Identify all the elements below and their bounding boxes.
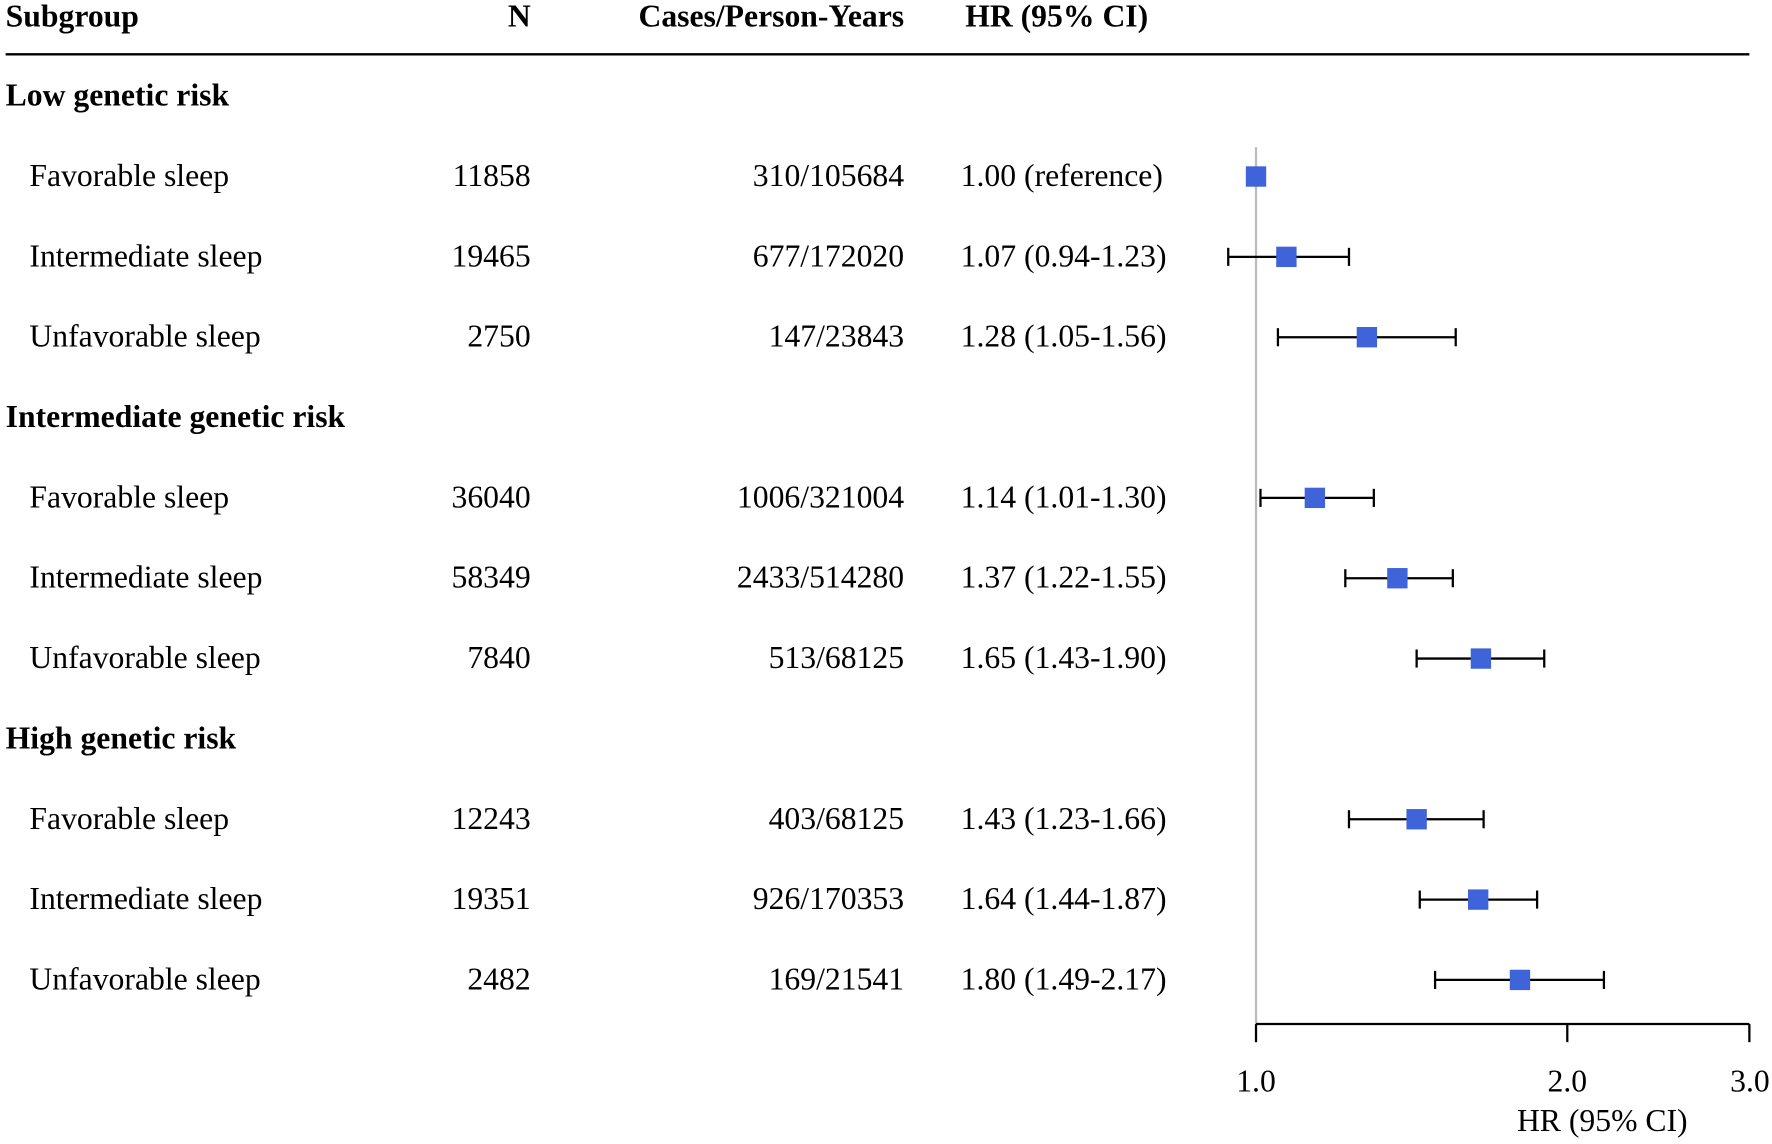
hr-marker: [1304, 487, 1326, 509]
n-value: 58349: [452, 560, 531, 595]
x-tick-label: 1.0: [1236, 1063, 1276, 1098]
cases-value: 310/105684: [753, 158, 904, 193]
column-header: HR (95% CI): [965, 0, 1148, 34]
n-value: 2750: [467, 319, 530, 354]
subgroup-label: Unfavorable sleep: [29, 640, 260, 675]
hr-label: 1.65 (1.43-1.90): [961, 640, 1167, 675]
group-label: High genetic risk: [6, 720, 237, 755]
hr-label: 1.80 (1.49-2.17): [961, 961, 1167, 996]
cases-value: 513/68125: [769, 640, 905, 675]
n-value: 11858: [453, 158, 531, 193]
column-header: N: [508, 0, 531, 34]
hr-marker: [1276, 246, 1297, 268]
hr-label: 1.37 (1.22-1.55): [961, 560, 1167, 595]
cases-value: 403/68125: [769, 801, 905, 836]
hr-marker: [1470, 648, 1492, 669]
cases-value: 677/172020: [753, 238, 904, 273]
cases-value: 147/23843: [769, 319, 905, 354]
n-value: 19465: [452, 238, 531, 273]
subgroup-label: Unfavorable sleep: [29, 961, 260, 996]
hr-label: 1.43 (1.23-1.66): [961, 801, 1167, 836]
n-value: 7840: [467, 640, 530, 675]
cases-value: 169/21541: [769, 961, 905, 996]
subgroup-label: Favorable sleep: [29, 801, 229, 836]
x-tick-label: 2.0: [1547, 1063, 1587, 1098]
n-value: 36040: [452, 479, 531, 514]
hr-marker: [1509, 969, 1531, 991]
hr-label: 1.64 (1.44-1.87): [961, 881, 1167, 916]
hr-marker: [1245, 166, 1267, 187]
hr-label: 1.28 (1.05-1.56): [961, 319, 1167, 354]
hr-label: 1.00 (reference): [961, 158, 1163, 193]
group-label: Intermediate genetic risk: [6, 399, 346, 434]
cases-value: 1006/321004: [737, 479, 904, 514]
x-tick-label: 3.0: [1730, 1063, 1770, 1098]
hr-marker: [1356, 327, 1378, 348]
column-header: Subgroup: [6, 0, 139, 34]
group-label: Low genetic risk: [6, 78, 230, 113]
subgroup-label: Intermediate sleep: [29, 560, 262, 595]
hr-marker: [1387, 568, 1408, 589]
n-value: 19351: [452, 881, 531, 916]
hr-label: 1.07 (0.94-1.23): [961, 238, 1167, 273]
hr-marker: [1467, 889, 1489, 910]
hr-marker: [1406, 809, 1427, 830]
subgroup-label: Intermediate sleep: [29, 238, 262, 273]
x-axis-label: HR (95% CI): [1517, 1103, 1688, 1138]
n-value: 12243: [452, 801, 531, 836]
column-header: Cases/Person-Years: [638, 0, 904, 34]
cases-value: 926/170353: [753, 881, 904, 916]
subgroup-label: Favorable sleep: [29, 158, 229, 193]
subgroup-label: Favorable sleep: [29, 479, 229, 514]
hr-label: 1.14 (1.01-1.30): [961, 479, 1167, 514]
subgroup-label: Intermediate sleep: [29, 881, 262, 916]
subgroup-label: Unfavorable sleep: [29, 319, 260, 354]
n-value: 2482: [467, 961, 530, 996]
cases-value: 2433/514280: [737, 560, 904, 595]
